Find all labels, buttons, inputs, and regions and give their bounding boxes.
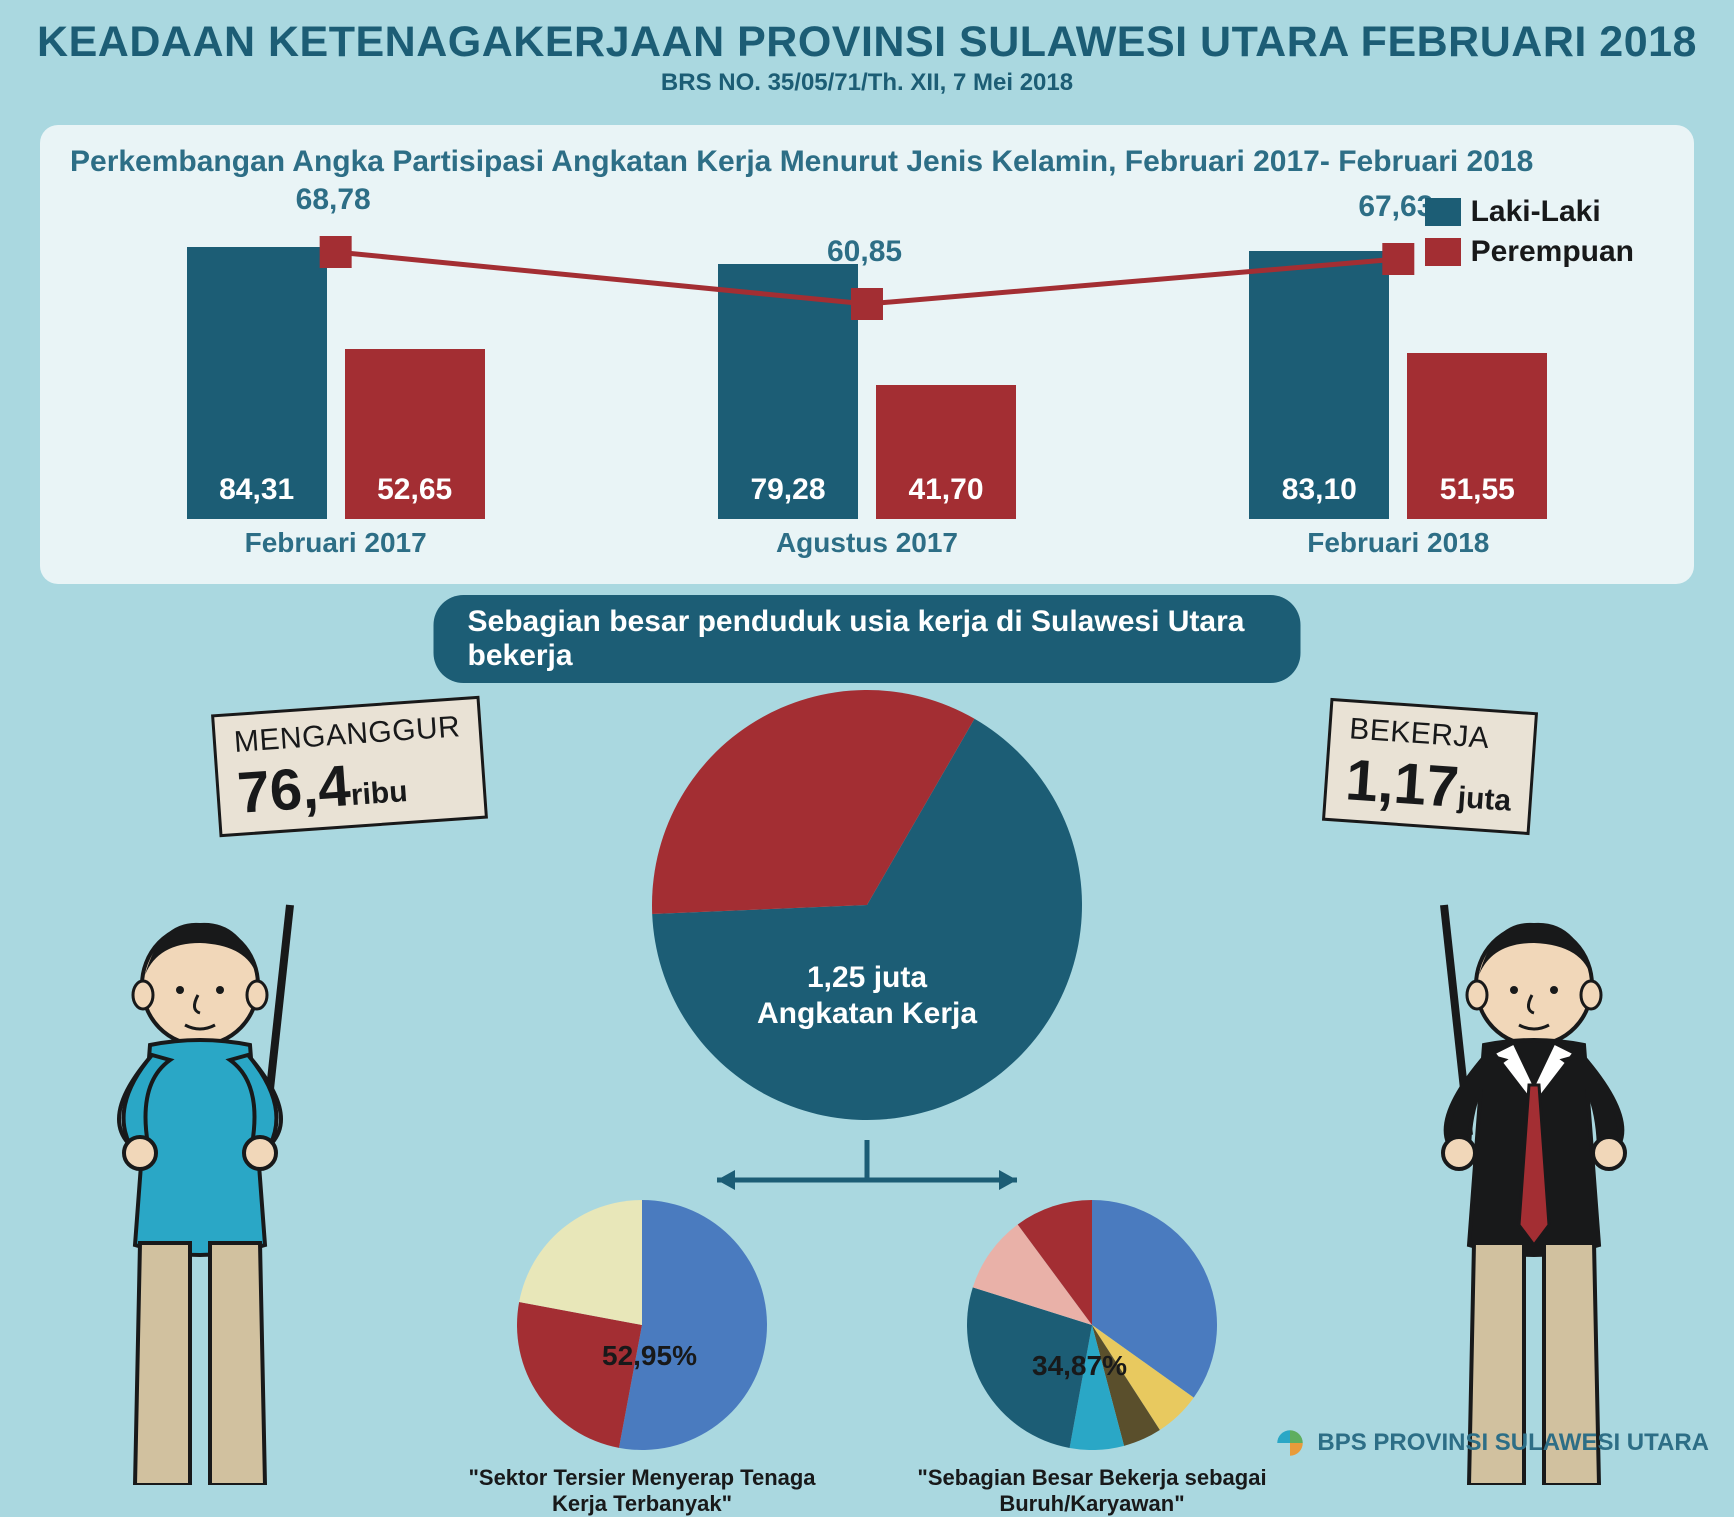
sector-pie-caption: Sektor Tersier Menyerap Tenaga Kerja Ter… xyxy=(462,1465,822,1517)
bar-val: 51,55 xyxy=(1407,473,1547,507)
legend-swatch xyxy=(1425,198,1461,226)
panel-title: Perkembangan Angka Partisipasi Angkatan … xyxy=(70,145,1664,179)
workforce-pie xyxy=(652,690,1082,1120)
status-pie-caption: Sebagian Besar Bekerja sebagai Buruh/Kar… xyxy=(912,1465,1272,1517)
legend-label: Perempuan xyxy=(1471,235,1634,269)
bar-female: 51,55 xyxy=(1407,353,1547,519)
page-title: KEADAAN KETENAGAKERJAAN PROVINSI SULAWES… xyxy=(0,18,1734,67)
line-point-label: 68,78 xyxy=(296,183,371,217)
bar-male: 83,10 xyxy=(1249,251,1389,519)
mid-section: 1,25 juta Angkatan Kerja 52,95% Sektor T… xyxy=(0,660,1734,1480)
bigpie-line2: Angkatan Kerja xyxy=(757,997,977,1030)
bar-line-panel: Perkembangan Angka Partisipasi Angkatan … xyxy=(40,125,1694,584)
employed-person-icon xyxy=(1374,785,1694,1485)
bar-val: 79,28 xyxy=(718,473,858,507)
bar-female: 52,65 xyxy=(345,349,485,519)
line-point-label: 60,85 xyxy=(827,235,902,269)
status-pie xyxy=(967,1200,1217,1450)
legend-swatch xyxy=(1425,238,1461,266)
footer: BPS PROVINSI SULAWESI UTARA xyxy=(1273,1426,1709,1460)
legend: Laki-Laki Perempuan xyxy=(1425,195,1634,275)
bar-val: 84,31 xyxy=(187,473,327,507)
status-pie-label: 34,87% xyxy=(1032,1350,1127,1382)
sector-pie-label: 52,95% xyxy=(602,1340,697,1372)
bar-val: 41,70 xyxy=(876,473,1016,507)
bar-male: 84,31 xyxy=(187,247,327,519)
sector-pie-wrap: 52,95% Sektor Tersier Menyerap Tenaga Ke… xyxy=(462,1200,822,1517)
x-label: Februari 2018 xyxy=(1248,527,1548,559)
header: KEADAAN KETENAGAKERJAAN PROVINSI SULAWES… xyxy=(0,0,1734,107)
bar-female: 41,70 xyxy=(876,385,1016,519)
workforce-pie-label: 1,25 juta Angkatan Kerja xyxy=(717,960,1017,1032)
sector-pie xyxy=(517,1200,767,1450)
line-point-label: 67,63 xyxy=(1358,190,1433,224)
footer-text: BPS PROVINSI SULAWESI UTARA xyxy=(1317,1429,1709,1457)
legend-label: Laki-Laki xyxy=(1471,195,1601,229)
status-pie-wrap: 34,87% Sebagian Besar Bekerja sebagai Bu… xyxy=(912,1200,1272,1517)
unemployed-person-icon xyxy=(40,785,360,1485)
x-label: Februari 2017 xyxy=(186,527,486,559)
bar-val: 83,10 xyxy=(1249,473,1389,507)
bps-logo-icon xyxy=(1273,1426,1307,1460)
bar-male: 79,28 xyxy=(718,264,858,519)
x-label: Agustus 2017 xyxy=(717,527,1017,559)
bar-val: 52,65 xyxy=(345,473,485,507)
page-subtitle: BRS NO. 35/05/71/Th. XII, 7 Mei 2018 xyxy=(0,69,1734,97)
bigpie-line1: 1,25 juta xyxy=(807,961,927,994)
